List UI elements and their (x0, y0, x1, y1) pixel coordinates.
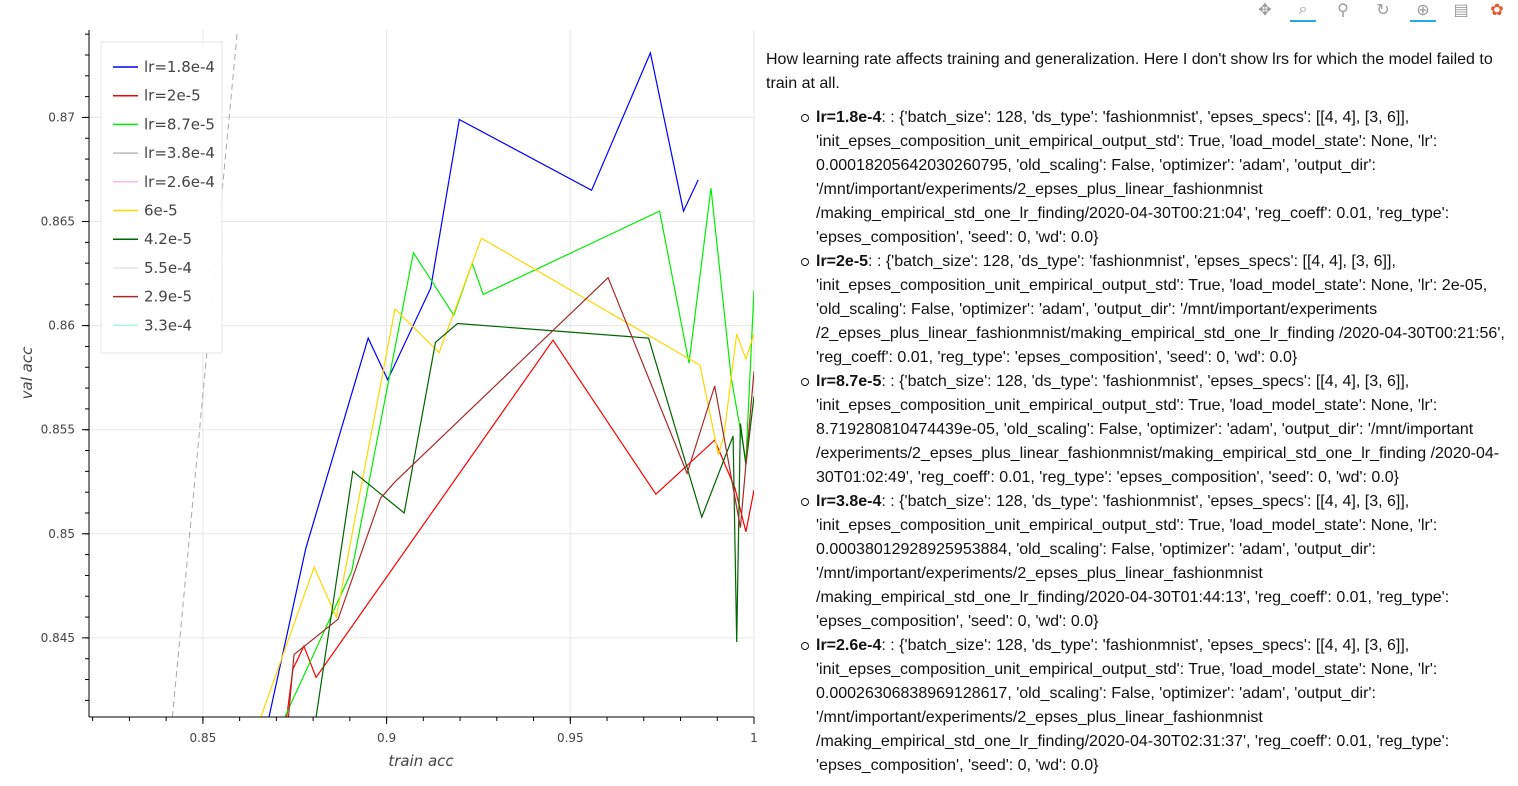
series-line-2 (284, 188, 754, 717)
x-tick-label: 0.85 (190, 731, 217, 745)
series-line-6 (315, 322, 754, 717)
legend-label: 3.3e-4 (144, 316, 192, 334)
run-item: lr=3.8e-4: : {'batch_size': 128, 'ds_typ… (801, 490, 1506, 634)
series-lines (260, 50, 754, 717)
series-line-5 (260, 237, 754, 717)
y-tick-label: 0.86 (48, 319, 75, 333)
bokeh-logo-icon: ✿ (1490, 2, 1504, 19)
run-item: lr=2e-5: : {'batch_size': 128, 'ds_type'… (801, 250, 1506, 370)
pan-icon[interactable]: ✥ (1258, 2, 1272, 19)
y-axis-label: val acc (18, 346, 36, 399)
legend-label: lr=2e-5 (144, 87, 201, 105)
reference-line-segment (171, 30, 238, 717)
y-tick-label: 0.87 (48, 110, 75, 124)
line-chart[interactable]: 0.85 0.9 0.95 10.8450.850.8550.860.8650.87 … (0, 0, 760, 786)
reset-icon[interactable]: ↻ (1376, 2, 1390, 19)
legend-item[interactable]: lr=1.8e-4 (113, 58, 215, 76)
legend-item[interactable]: 4.2e-5 (113, 230, 192, 248)
run-label: lr=2e-5 (816, 253, 869, 270)
legend-label: lr=1.8e-4 (144, 58, 215, 76)
legend-label: lr=2.6e-4 (144, 173, 215, 191)
axes: 0.85 0.9 0.95 1 0.845 0.85 0.855 0.86 0.865 0.87 (41, 30, 758, 745)
run-label: lr=2.6e-4 (816, 637, 882, 654)
box-zoom-icon[interactable]: ⌕ (1290, 0, 1316, 22)
run-config: : : {'batch_size': 128, 'ds_type': 'fash… (816, 253, 1505, 366)
legend-item[interactable]: 6e-5 (113, 202, 178, 220)
run-list: lr=1.8e-4: : {'batch_size': 128, 'ds_typ… (766, 106, 1506, 778)
x-tick-label: 0.95 (557, 731, 584, 745)
series-line-0 (268, 50, 699, 717)
legend-item[interactable]: lr=2.6e-4 (113, 173, 215, 191)
legend[interactable]: lr=1.8e-4 lr=2e-5 lr=8.7e-5 lr=3.8e-4 lr=2.6… (100, 41, 223, 354)
y-tick-label: 0.865 (41, 215, 75, 229)
legend-item[interactable]: 5.5e-4 (113, 259, 192, 277)
x-tick-label: 1 (750, 731, 758, 745)
run-item: lr=2.6e-4: : {'batch_size': 128, 'ds_typ… (801, 634, 1506, 778)
legend-item[interactable]: 3.3e-4 (113, 316, 192, 334)
legend-item[interactable]: lr=3.8e-4 (113, 144, 215, 162)
plot-toolbar: ✥ ⌕ ⚲ ↻ ⊕ ▤ ✿ (1252, 0, 1518, 24)
description-panel: How learning rate affects training and g… (766, 48, 1506, 778)
legend-label: 6e-5 (144, 202, 178, 220)
legend-item[interactable]: lr=8.7e-5 (113, 115, 215, 133)
run-item: lr=8.7e-5: : {'batch_size': 128, 'ds_typ… (801, 370, 1506, 490)
legend-label: 5.5e-4 (144, 259, 192, 277)
x-axis-label: train acc (388, 752, 454, 770)
grid-lines (89, 30, 755, 717)
diagonal-reference-line (171, 30, 238, 717)
run-config: : : {'batch_size': 128, 'ds_type': 'fash… (816, 373, 1500, 486)
legend-label: lr=8.7e-5 (144, 115, 215, 133)
x-tick-label: 0.9 (377, 731, 396, 745)
description-intro: How learning rate affects training and g… (766, 51, 1493, 92)
series-line-1 (286, 339, 754, 717)
crosshair-icon[interactable]: ⊕ (1410, 0, 1436, 22)
run-label: lr=8.7e-5 (816, 373, 882, 390)
legend-label: 4.2e-5 (144, 230, 192, 248)
run-label: lr=1.8e-4 (816, 109, 882, 126)
wheel-zoom-icon[interactable]: ⚲ (1337, 2, 1349, 19)
run-config: : : {'batch_size': 128, 'ds_type': 'fash… (816, 493, 1450, 630)
y-tick-label: 0.855 (41, 423, 75, 437)
run-label: lr=3.8e-4 (816, 493, 882, 510)
legend-label: 2.9e-5 (144, 288, 192, 306)
run-item: lr=1.8e-4: : {'batch_size': 128, 'ds_typ… (801, 106, 1506, 250)
run-config: : : {'batch_size': 128, 'ds_type': 'fash… (816, 109, 1450, 246)
series-line-8 (287, 276, 754, 717)
legend-item[interactable]: lr=2e-5 (113, 87, 201, 105)
legend-item[interactable]: 2.9e-5 (113, 288, 192, 306)
y-tick-label: 0.85 (48, 527, 75, 541)
legend-box (100, 41, 223, 354)
y-tick-label: 0.845 (41, 631, 75, 645)
legend-label: lr=3.8e-4 (144, 144, 215, 162)
run-config: : : {'batch_size': 128, 'ds_type': 'fash… (816, 637, 1450, 774)
hover-icon[interactable]: ▤ (1453, 2, 1469, 19)
